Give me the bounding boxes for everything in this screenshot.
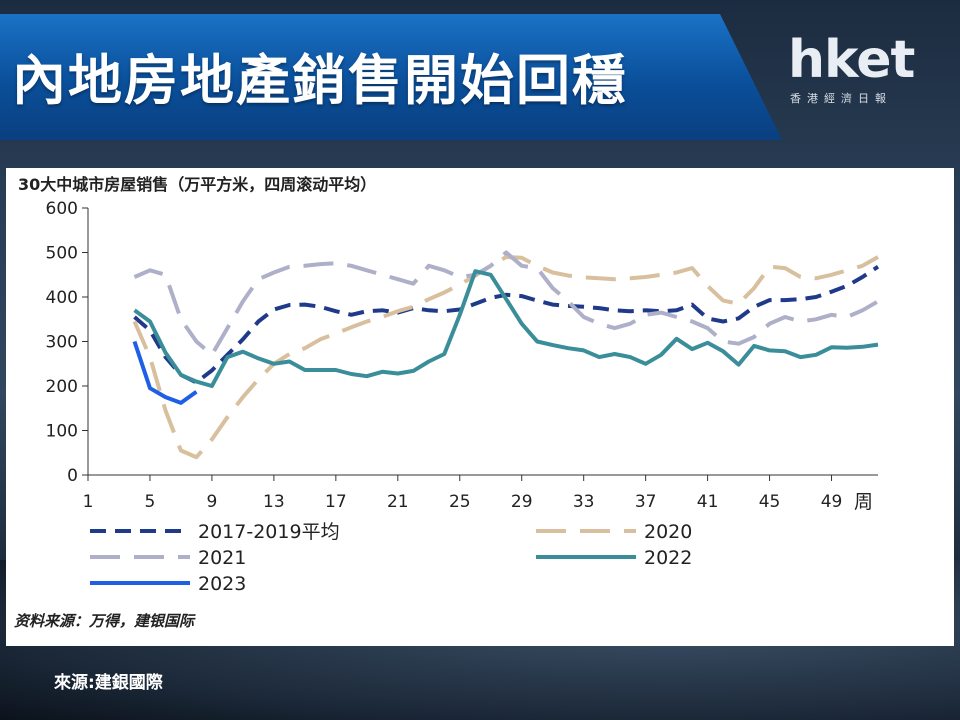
x-tick-label: 21	[387, 492, 409, 512]
y-tick-label: 300	[46, 333, 78, 353]
chart-source-note: 资料来源：万得，建银国际	[14, 612, 196, 630]
y-tick-label: 0	[67, 466, 78, 486]
x-tick-label: 37	[635, 492, 657, 512]
hket-logo-subtitle: 香港經濟日報	[790, 92, 892, 105]
y-tick-label: 500	[46, 244, 78, 264]
y-tick-label: 200	[46, 377, 78, 397]
page-title: 內地房地產銷售開始回穩	[12, 49, 628, 112]
hket-logo: hket	[788, 30, 915, 90]
x-tick-label: 1	[83, 492, 94, 512]
x-tick-label: 45	[759, 492, 781, 512]
series-line-1	[132, 255, 879, 460]
x-tick-label: 5	[145, 492, 156, 512]
legend-label-2: 2021	[198, 547, 246, 569]
x-tick-label: 29	[511, 492, 533, 512]
series-line-4	[132, 340, 198, 405]
footer-source: 來源:建銀國際	[54, 673, 163, 693]
x-axis-unit-label: 周	[854, 491, 873, 513]
y-tick-label: 600	[46, 199, 78, 219]
title-banner	[0, 14, 782, 140]
x-tick-label: 17	[325, 492, 347, 512]
series-line-0	[133, 265, 880, 385]
x-tick-label: 41	[697, 492, 719, 512]
series-line-3	[133, 269, 879, 388]
legend-label-3: 2022	[644, 547, 692, 569]
x-tick-label: 49	[821, 492, 843, 512]
chart-panel: 30大中城市房屋销售（万平方米，四周滚动平均） 0 100 200 300 400 500…	[6, 168, 954, 646]
series-line-2	[133, 250, 879, 357]
x-tick-label: 13	[263, 492, 285, 512]
y-tick-label: 400	[46, 288, 78, 308]
line-chart: 30大中城市房屋销售（万平方米，四周滚动平均） 0 100 200 300 400 500…	[14, 175, 880, 630]
y-tick-label: 100	[46, 422, 78, 442]
x-tick-label: 33	[573, 492, 595, 512]
legend-label-4: 2023	[198, 573, 246, 595]
x-tick-label: 9	[207, 492, 218, 512]
legend-label-1: 2020	[644, 521, 692, 543]
chart-title: 30大中城市房屋销售（万平方米，四周滚动平均）	[18, 175, 376, 194]
legend-label-0: 2017-2019平均	[198, 521, 340, 543]
x-tick-label: 25	[449, 492, 471, 512]
